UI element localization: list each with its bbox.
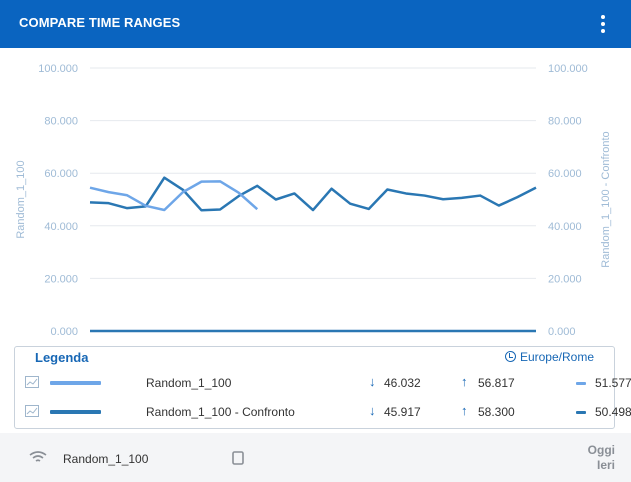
y-tick-label-left: 20.000: [44, 273, 78, 285]
timezone-label[interactable]: Europe/Rome: [504, 350, 594, 364]
series-swatch: [50, 410, 101, 414]
y-tick-label-right: 80.000: [548, 116, 582, 128]
timezone-text: Europe/Rome: [519, 350, 594, 364]
avg-icon: [576, 382, 586, 385]
today-label[interactable]: Oggi: [587, 443, 615, 457]
y-tick-label-right: 40.000: [548, 221, 582, 233]
y-tick-label-right: 60.000: [548, 168, 582, 180]
line-chart: 0.000 0.000 20.000 20.000 40.000 40.000 60.000…: [0, 48, 631, 344]
page-title: COMPARE TIME RANGES: [19, 15, 181, 30]
line-chart-icon[interactable]: [25, 405, 39, 417]
legend-panel: Legenda Europe/Rome Random_1_100 ↓ 46.03…: [14, 346, 631, 429]
copy-icon[interactable]: [231, 450, 245, 465]
legend-title: Legenda: [35, 350, 89, 365]
yesterday-label[interactable]: Ieri: [596, 458, 615, 472]
max-value: 56.817: [478, 376, 515, 390]
arrow-up-icon: ↑: [461, 374, 468, 389]
arrow-down-icon: ↓: [369, 403, 376, 418]
y-tick-label-right: 100.000: [548, 63, 588, 75]
avg-value: 51.577: [595, 376, 631, 390]
min-value: 45.917: [384, 405, 421, 419]
arrow-down-icon: ↓: [369, 374, 376, 389]
y-tick-label-left: 40.000: [44, 221, 78, 233]
y-tick-label-left: 80.000: [44, 116, 78, 128]
y-axis-title-left: Random_1_100: [15, 160, 27, 238]
series-line-primary: [89, 180, 259, 212]
more-vertical-icon[interactable]: [595, 13, 611, 35]
app-header: COMPARE TIME RANGES: [0, 0, 631, 48]
avg-icon: [576, 411, 586, 414]
series-line-confronto: [89, 176, 537, 212]
y-tick-label-left: 100.000: [38, 63, 78, 75]
legend-row: Random_1_100 ↓ 46.032 ↑ 56.817 51.577: [15, 370, 631, 396]
chart-svg: 0.000 0.000 20.000 20.000 40.000 40.000 60.000…: [15, 63, 612, 338]
y-tick-label-right: 20.000: [548, 273, 582, 285]
y-tick-label-left: 0.000: [50, 326, 78, 338]
clock-icon: [504, 351, 516, 362]
avg-value: 50.498: [595, 405, 631, 419]
line-chart-icon[interactable]: [25, 376, 39, 388]
series-name: Random_1_100 - Confronto: [146, 405, 295, 419]
data-source-name: Random_1_100: [63, 452, 149, 466]
series-name: Random_1_100: [146, 376, 232, 390]
series-swatch: [50, 381, 101, 385]
min-value: 46.032: [384, 376, 421, 390]
legend-row: Random_1_100 - Confronto ↓ 45.917 ↑ 58.3…: [15, 399, 631, 425]
arrow-up-icon: ↑: [461, 403, 468, 418]
y-tick-label-left: 60.000: [44, 168, 78, 180]
y-axis-title-right: Random_1_100 - Confronto: [600, 131, 612, 267]
footer-bar: Random_1_100 Oggi Ieri: [0, 433, 631, 482]
max-value: 58.300: [478, 405, 515, 419]
wifi-icon: [29, 451, 47, 462]
y-tick-label-right: 0.000: [548, 326, 576, 338]
